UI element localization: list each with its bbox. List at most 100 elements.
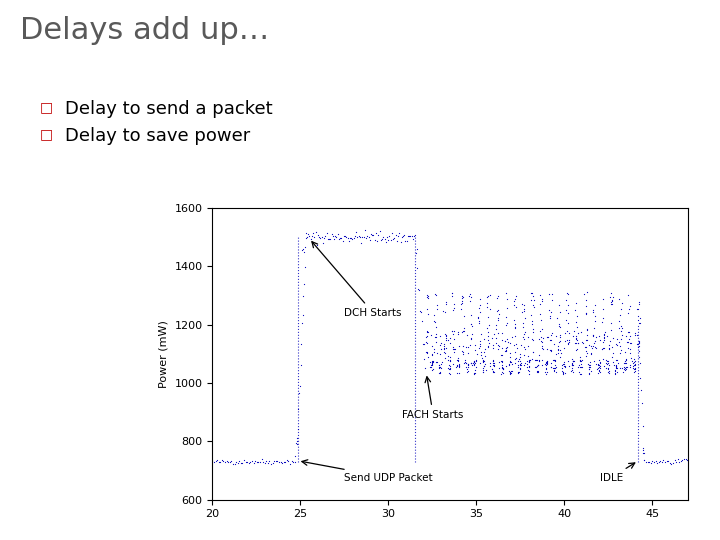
Point — [593, 363, 604, 372]
Point — [456, 347, 467, 355]
Point — [515, 364, 526, 373]
Point — [290, 438, 302, 447]
Point — [527, 328, 539, 336]
Point — [603, 361, 614, 369]
Point — [444, 357, 456, 366]
Point — [549, 356, 561, 364]
Point — [614, 311, 626, 320]
Point — [513, 362, 524, 371]
Point — [637, 444, 649, 453]
Point — [351, 232, 363, 241]
Point — [631, 339, 643, 348]
Point — [510, 354, 522, 362]
Point — [611, 368, 623, 376]
Point — [337, 237, 348, 246]
Point — [430, 291, 441, 299]
Point — [552, 314, 563, 322]
Point — [351, 227, 362, 236]
Point — [325, 230, 337, 239]
Point — [528, 302, 539, 311]
Point — [444, 353, 456, 361]
Point — [499, 347, 510, 356]
Point — [589, 342, 600, 351]
Point — [435, 360, 446, 368]
Point — [503, 359, 515, 368]
Point — [297, 245, 309, 253]
Point — [531, 362, 542, 370]
Point — [622, 309, 634, 318]
Point — [516, 307, 528, 316]
Point — [567, 332, 579, 340]
Point — [523, 362, 535, 371]
Point — [469, 369, 480, 377]
Point — [304, 232, 315, 240]
Point — [474, 336, 486, 345]
Point — [420, 305, 432, 314]
Point — [417, 339, 428, 348]
Point — [675, 457, 687, 465]
Point — [291, 434, 302, 443]
Point — [457, 292, 469, 301]
Point — [452, 353, 464, 362]
Point — [461, 364, 472, 373]
Point — [449, 303, 460, 312]
Point — [220, 458, 231, 467]
Point — [518, 300, 529, 309]
Point — [416, 316, 428, 325]
Point — [536, 296, 548, 305]
Point — [634, 313, 645, 322]
Point — [552, 346, 564, 354]
Point — [522, 352, 534, 361]
Point — [611, 362, 622, 370]
Point — [438, 348, 450, 356]
Point — [562, 327, 573, 336]
Point — [514, 361, 526, 369]
Point — [567, 357, 578, 366]
Point — [629, 367, 641, 375]
Point — [433, 332, 445, 340]
Point — [523, 361, 534, 370]
Point — [439, 330, 451, 339]
Point — [598, 305, 609, 314]
Point — [487, 365, 498, 374]
Point — [500, 313, 511, 321]
Point — [309, 233, 320, 241]
Point — [598, 355, 609, 364]
Point — [609, 369, 621, 378]
Point — [572, 339, 584, 347]
Point — [474, 308, 485, 316]
Point — [420, 363, 431, 372]
Point — [232, 458, 243, 467]
Point — [339, 232, 351, 241]
Point — [554, 323, 566, 332]
Point — [443, 335, 454, 344]
Point — [616, 324, 628, 333]
Point — [591, 364, 603, 373]
Point — [606, 296, 618, 305]
Point — [549, 361, 561, 369]
Point — [493, 358, 505, 367]
Point — [533, 357, 544, 366]
Point — [632, 305, 644, 314]
Point — [482, 324, 493, 333]
Point — [438, 342, 449, 351]
Point — [435, 339, 446, 348]
Point — [312, 231, 324, 239]
Point — [509, 359, 521, 367]
Point — [549, 356, 560, 364]
Point — [464, 289, 476, 298]
Point — [298, 280, 310, 288]
Point — [620, 347, 631, 356]
Point — [469, 369, 480, 377]
Point — [522, 366, 534, 374]
Point — [456, 291, 468, 300]
Point — [440, 336, 451, 345]
Point — [427, 364, 438, 373]
Point — [629, 359, 641, 368]
Point — [557, 367, 569, 376]
Point — [289, 451, 301, 460]
Point — [492, 345, 504, 353]
Point — [608, 357, 619, 366]
Point — [570, 306, 581, 315]
Point — [603, 344, 615, 353]
